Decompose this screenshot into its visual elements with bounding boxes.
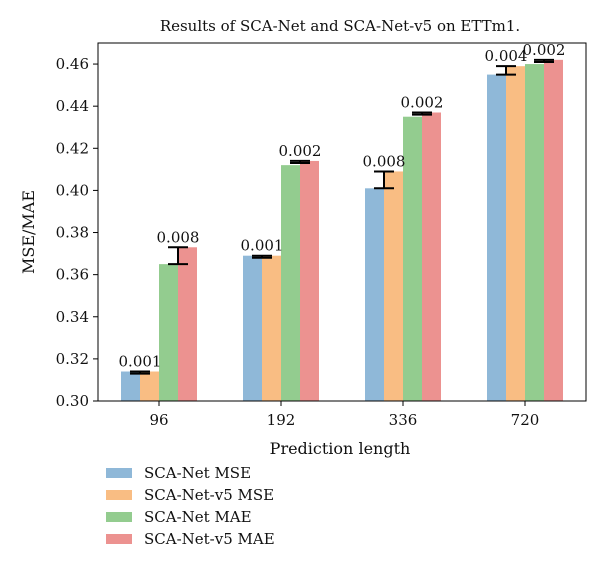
difference-label: 0.001 bbox=[241, 237, 284, 255]
bar-sca-net-v5-mse-192 bbox=[262, 255, 281, 401]
bar-sca-net-mse-336 bbox=[365, 188, 384, 401]
difference-label: 0.008 bbox=[363, 152, 406, 170]
bars-layer bbox=[121, 59, 563, 402]
difference-label: 0.002 bbox=[523, 41, 566, 59]
bar-sca-net-v5-mse-96 bbox=[140, 371, 159, 401]
bar-sca-net-v5-mae-96 bbox=[178, 247, 197, 401]
x-axis: 96 192 336 720 bbox=[149, 401, 539, 429]
bar-sca-net-v5-mse-720 bbox=[506, 66, 525, 401]
legend-label-sca-net-mae: SCA-Net MAE bbox=[144, 508, 252, 526]
bar-sca-net-v5-mae-336 bbox=[422, 112, 441, 402]
difference-annotation-720-mse: 0.004 bbox=[485, 47, 528, 76]
bar-sca-net-v5-mse-336 bbox=[384, 171, 403, 401]
x-tick-label: 192 bbox=[267, 411, 296, 429]
x-axis-label: Prediction length bbox=[270, 439, 411, 458]
difference-annotation-192-mae: 0.002 bbox=[279, 142, 322, 165]
difference-annotation-96-mse: 0.001 bbox=[119, 353, 162, 375]
difference-annotation-336-mse: 0.008 bbox=[363, 152, 406, 190]
y-tick-label: 0.40 bbox=[56, 181, 89, 199]
bar-sca-net-v5-mae-192 bbox=[300, 160, 319, 401]
legend-label-sca-net-mse: SCA-Net MSE bbox=[144, 464, 251, 482]
legend-swatch-sca-net-v5-mae bbox=[106, 534, 132, 544]
y-tick-label: 0.38 bbox=[56, 224, 89, 242]
plot-frame bbox=[97, 42, 587, 402]
difference-label: 0.001 bbox=[119, 353, 162, 371]
y-axis-label: MSE/MAE bbox=[19, 190, 38, 274]
bar-sca-net-mae-96 bbox=[159, 264, 178, 401]
difference-annotation-96-mae: 0.008 bbox=[157, 228, 200, 266]
difference-annotation-336-mae: 0.002 bbox=[401, 93, 444, 116]
bar-sca-net-mse-720 bbox=[487, 74, 506, 402]
bar-sca-net-mae-720 bbox=[525, 64, 544, 401]
legend: SCA-Net MSE SCA-Net-v5 MSE SCA-Net MAE SCA-… bbox=[106, 464, 275, 548]
difference-annotation-192-mse: 0.001 bbox=[241, 237, 284, 259]
y-tick-label: 0.34 bbox=[56, 308, 89, 326]
legend-label-sca-net-v5-mse: SCA-Net-v5 MSE bbox=[144, 486, 274, 504]
difference-label: 0.004 bbox=[485, 47, 528, 65]
y-tick-label: 0.44 bbox=[56, 97, 89, 115]
y-tick-label: 0.32 bbox=[56, 350, 89, 368]
x-tick-label: 720 bbox=[511, 411, 540, 429]
x-tick-label: 96 bbox=[149, 411, 168, 429]
bar-sca-net-mae-192 bbox=[281, 165, 300, 401]
y-tick-label: 0.46 bbox=[56, 55, 89, 73]
legend-swatch-sca-net-mse bbox=[106, 468, 132, 478]
difference-annotation-720-mae: 0.002 bbox=[523, 41, 566, 63]
legend-swatch-sca-net-mae bbox=[106, 512, 132, 522]
y-tick-label: 0.30 bbox=[56, 392, 89, 410]
y-tick-label: 0.36 bbox=[56, 266, 89, 284]
chart-title: Results of SCA-Net and SCA-Net-v5 on ETT… bbox=[160, 17, 520, 35]
difference-label: 0.008 bbox=[157, 228, 200, 246]
y-tick-label: 0.42 bbox=[56, 139, 89, 157]
legend-label-sca-net-v5-mae: SCA-Net-v5 MAE bbox=[144, 530, 275, 548]
bar-sca-net-mse-96 bbox=[121, 371, 140, 401]
difference-label: 0.002 bbox=[279, 142, 322, 160]
difference-label: 0.002 bbox=[401, 93, 444, 111]
bar-sca-net-mae-336 bbox=[403, 116, 422, 402]
bar-sca-net-mse-192 bbox=[243, 255, 262, 401]
x-tick-label: 336 bbox=[389, 411, 418, 429]
legend-swatch-sca-net-v5-mse bbox=[106, 490, 132, 500]
bar-sca-net-v5-mae-720 bbox=[544, 59, 563, 402]
y-axis: 0.30 0.32 0.34 0.36 0.38 0.40 0.42 0.44 0.46 bbox=[56, 55, 98, 410]
